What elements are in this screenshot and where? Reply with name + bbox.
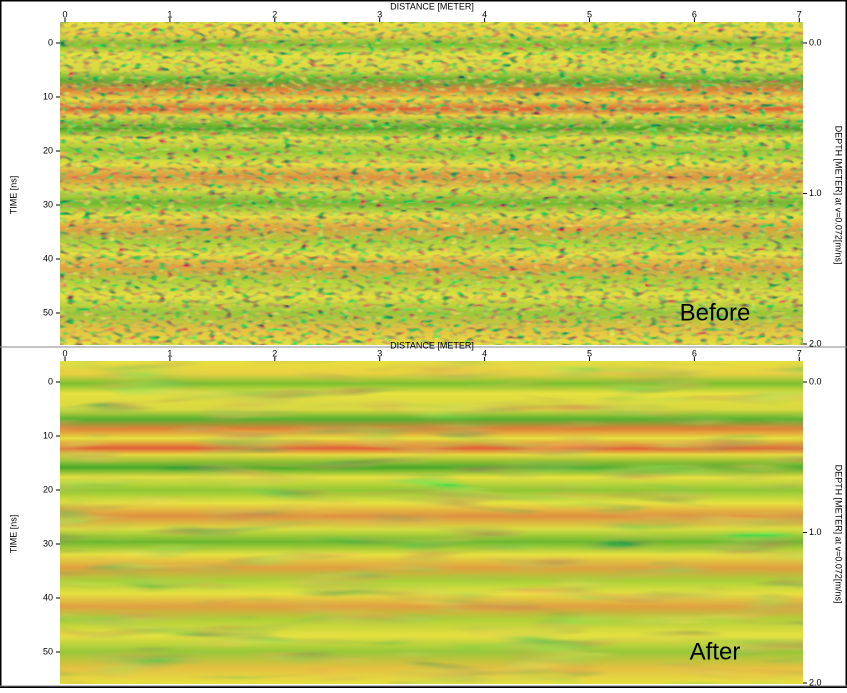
x-axis-label: DISTANCE [METER] [390, 340, 474, 350]
radargram-texture [60, 361, 803, 684]
x-tick-label: 2 [272, 348, 277, 358]
radargram-texture [60, 22, 803, 345]
radargram-panel: DISTANCE [METER] 0 1 2 3 4 5 6 7 0 10 20 30 40 50 TIME … [0, 1, 847, 348]
right-tick-label: 2.0 [809, 338, 822, 348]
right-tick-label: 0.0 [809, 376, 822, 386]
y-tick-label: 30 [43, 199, 53, 209]
right-tick-label: 1.0 [809, 188, 822, 198]
right-tick-label: 0.0 [809, 37, 822, 47]
y-tick-label: 20 [43, 145, 53, 155]
x-tick-label: 5 [587, 9, 592, 19]
y-tick-label: 0 [48, 376, 53, 386]
y-tick-label: 50 [43, 646, 53, 656]
x-tick-label: 2 [272, 9, 277, 19]
y-tick-label: 20 [43, 484, 53, 494]
right-axis-label: DEPTH [METER] at v=0.072[m/ns] [834, 126, 844, 265]
x-tick-label: 4 [482, 348, 487, 358]
y-tick-label: 0 [48, 37, 53, 47]
y-tick-label: 30 [43, 538, 53, 548]
y-tick-label: 40 [43, 592, 53, 602]
y-axis-label: TIME [ns] [8, 176, 18, 215]
x-tick-label: 6 [692, 9, 697, 19]
y-tick-label: 50 [43, 307, 53, 317]
y-tick-label: 10 [43, 430, 53, 440]
x-tick-label: 3 [377, 9, 382, 19]
x-tick-label: 0 [62, 9, 67, 19]
x-tick-label: 5 [587, 348, 592, 358]
radargram-panel: DISTANCE [METER] 0 1 2 3 4 5 6 7 0 10 20 30 40 50 TIME … [0, 340, 847, 687]
x-tick-label: 7 [797, 348, 802, 358]
y-axis-label: TIME [ns] [8, 515, 18, 554]
right-tick-label: 2.0 [809, 677, 822, 687]
x-tick-label: 7 [797, 9, 802, 19]
x-tick-label: 6 [692, 348, 697, 358]
right-tick-label: 1.0 [809, 527, 822, 537]
y-tick-label: 10 [43, 91, 53, 101]
y-tick-label: 40 [43, 253, 53, 263]
right-axis-label: DEPTH [METER] at v=0.072[m/ns] [834, 465, 844, 604]
x-tick-label: 1 [167, 9, 172, 19]
x-axis-label: DISTANCE [METER] [390, 1, 474, 11]
x-tick-label: 4 [482, 9, 487, 19]
x-tick-label: 1 [167, 348, 172, 358]
annotation: Before [680, 299, 751, 326]
annotation: After [690, 638, 741, 665]
x-tick-label: 0 [62, 348, 67, 358]
x-tick-label: 3 [377, 348, 382, 358]
